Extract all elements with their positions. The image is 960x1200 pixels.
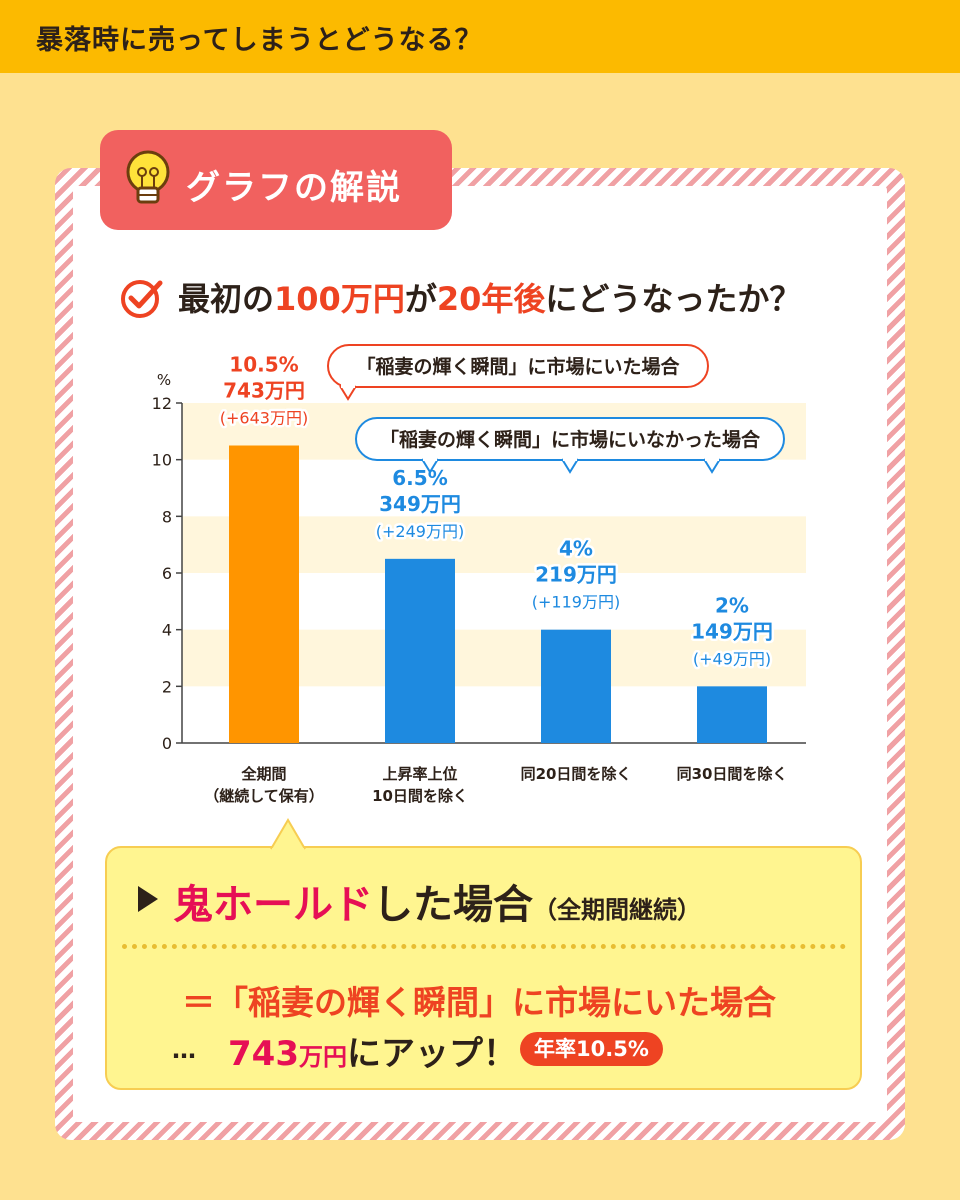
lightbulb-icon: [126, 150, 170, 204]
bar-data-label: 743万円: [223, 379, 305, 403]
triangle-bullet-icon: [138, 886, 158, 912]
bar-data-label: (+249万円): [376, 522, 464, 541]
in-market-callout-pointer: [339, 385, 357, 401]
out-market-callout-pointer: [703, 458, 721, 474]
in-market-callout-text: 「稲妻の輝く瞬間」に市場にいた場合: [356, 355, 680, 378]
y-tick-label: 12: [152, 394, 172, 413]
dotted-divider: [122, 944, 846, 949]
section-title: グラフの解説: [186, 168, 402, 208]
bar: [541, 629, 611, 743]
bar-data-label: (+643万円): [220, 409, 308, 428]
bar: [385, 558, 455, 743]
bar-data-label: (+49万円): [693, 649, 771, 668]
y-tick-label: 4: [162, 621, 172, 640]
summary-result: 743万円にアップ！: [228, 1034, 517, 1074]
out-market-callout-pointer-mask: [563, 457, 577, 461]
out-market-callout-pointer: [561, 458, 579, 474]
bar-chart: 0 2 4 6 8 10 12% 全期間 （継続して保有） 上昇率上位 10日間を除く 同20日間を除…: [152, 344, 806, 805]
x-tick-label: 同30日間を除く: [677, 765, 788, 783]
y-tick-label: 0: [162, 734, 172, 753]
x-tick-label: 上昇率上位: [382, 765, 457, 783]
bar-data-label: 4%: [559, 537, 593, 561]
checkmark-icon: [121, 280, 163, 318]
x-tick-label: （継続して保有）: [204, 787, 324, 805]
bar: [229, 445, 299, 743]
out-market-callout-pointer-mask: [423, 457, 437, 461]
bar-data-label: 2%: [715, 593, 749, 617]
bar-data-label: 149万円: [691, 619, 773, 643]
out-market-callout-pointer: [421, 458, 439, 474]
bar-data-label: 6.5%: [392, 466, 447, 490]
header-bar: 暴落時に売ってしまうとどうなる？: [0, 0, 960, 73]
summary-title: 鬼ホールドした場合（全期間継続）: [173, 882, 701, 928]
summary-box: [105, 846, 862, 1090]
bar-data-label: (+119万円): [532, 593, 620, 612]
bar-data-label: 10.5%: [229, 353, 298, 377]
out-market-callout-text: 「稲妻の輝く瞬間」に市場にいなかった場合: [380, 428, 761, 451]
in-market-callout-pointer-mask: [341, 384, 355, 388]
y-tick-label: 6: [162, 564, 172, 583]
summary-pointer: [270, 818, 306, 850]
y-tick-label: 8: [162, 507, 172, 526]
x-tick-label: 全期間: [240, 765, 286, 783]
annual-rate-badge: 年率10.5%: [520, 1032, 663, 1066]
header-title: 暴落時に売ってしまうとどうなる？: [36, 25, 483, 56]
x-tick-label: 同20日間を除く: [521, 765, 632, 783]
summary-equal-line: ＝「稲妻の輝く瞬間」に市場にいた場合: [182, 983, 776, 1022]
out-market-callout-pointer-mask: [705, 457, 719, 461]
bar-data-label: 219万円: [535, 563, 617, 587]
y-tick-label: 10: [152, 451, 172, 470]
chart-question: 最初の100万円が20年後にどうなったか？: [178, 280, 802, 318]
x-tick-label: 10日間を除く: [372, 787, 468, 805]
ellipsis: …: [172, 1036, 196, 1064]
bar: [697, 686, 767, 743]
in-market-callout-bubble: [327, 344, 709, 388]
y-tick-label: 2: [162, 677, 172, 696]
bar-data-label: 349万円: [379, 492, 461, 516]
y-axis-label: %: [157, 371, 171, 389]
